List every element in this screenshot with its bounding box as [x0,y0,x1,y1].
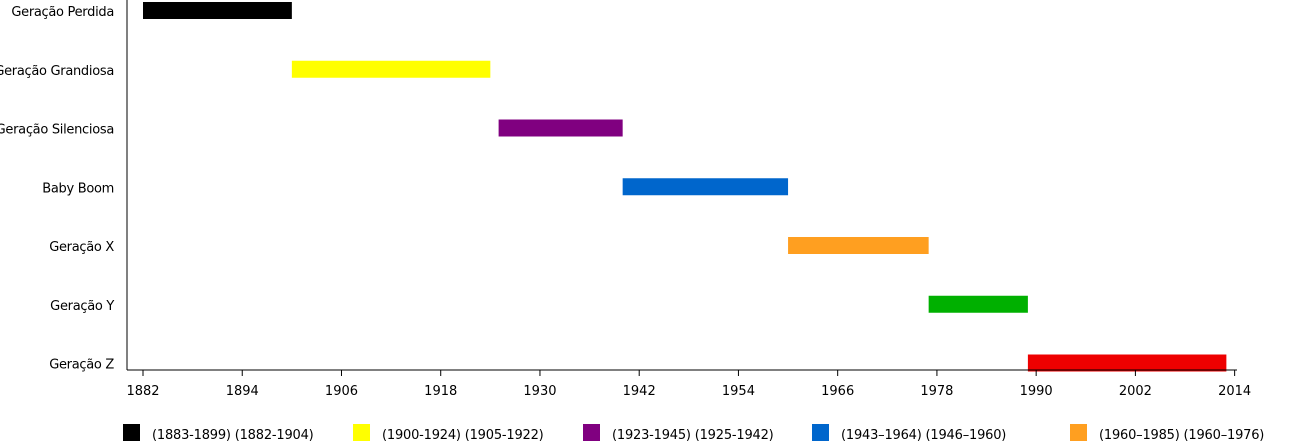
x-tick-label-8: 1978 [920,384,953,399]
bar-4 [788,237,929,254]
category-label-4: Geração X [49,240,114,255]
bar-0 [143,2,292,19]
category-label-6: Geração Z [49,358,114,373]
x-tick-label-6: 1954 [722,384,755,399]
category-label-3: Baby Boom [42,181,114,196]
legend-swatch-4 [1070,424,1087,441]
bar-2 [498,119,623,137]
legend-label-0: (1883-1899) (1882-1904) [152,428,314,443]
x-tick-label-11: 2014 [1218,384,1251,399]
category-label-1: Geração Grandiosa [0,64,114,79]
category-label-2: Geração Silenciosa [0,123,114,138]
bar-1 [291,60,491,78]
legend-label-4: (1960–1985) (1960–1976) [1099,428,1264,443]
legend-swatch-1 [353,424,370,441]
axes [126,0,1237,371]
legend-label-2: (1923-1945) (1925-1942) [612,428,774,443]
x-tick-label-3: 1918 [424,384,457,399]
x-tick-label-4: 1930 [523,384,556,399]
category-labels: Geração Perdida Geração Grandiosa Geração … [0,5,115,373]
x-tick-label-2: 1906 [325,384,358,399]
legend-label-1: (1900-1924) (1905-1922) [382,428,544,443]
x-tick-label-9: 1990 [1020,384,1053,399]
legend: (1883-1899) (1882-1904) (1900-1924) (1905… [123,424,1264,443]
legend-swatch-0 [123,424,140,441]
bar-6 [1027,354,1227,372]
x-axis-ticks: 1882 1894 1906 1918 1930 1942 1954 1966 1978 1990… [126,370,1251,399]
x-tick-label-5: 1942 [623,384,656,399]
x-tick-label-0: 1882 [126,384,159,399]
category-label-5: Geração Y [50,299,114,314]
bar-5 [928,295,1028,313]
x-tick-label-1: 1894 [226,384,259,399]
legend-swatch-2 [583,424,600,441]
legend-label-3: (1943–1964) (1946–1960) [841,428,1006,443]
x-tick-label-10: 2002 [1119,384,1152,399]
x-tick-label-7: 1966 [821,384,854,399]
bar-3 [622,178,789,196]
legend-swatch-3 [812,424,829,441]
bars-layer [143,2,1227,372]
category-label-0: Geração Perdida [11,5,114,20]
